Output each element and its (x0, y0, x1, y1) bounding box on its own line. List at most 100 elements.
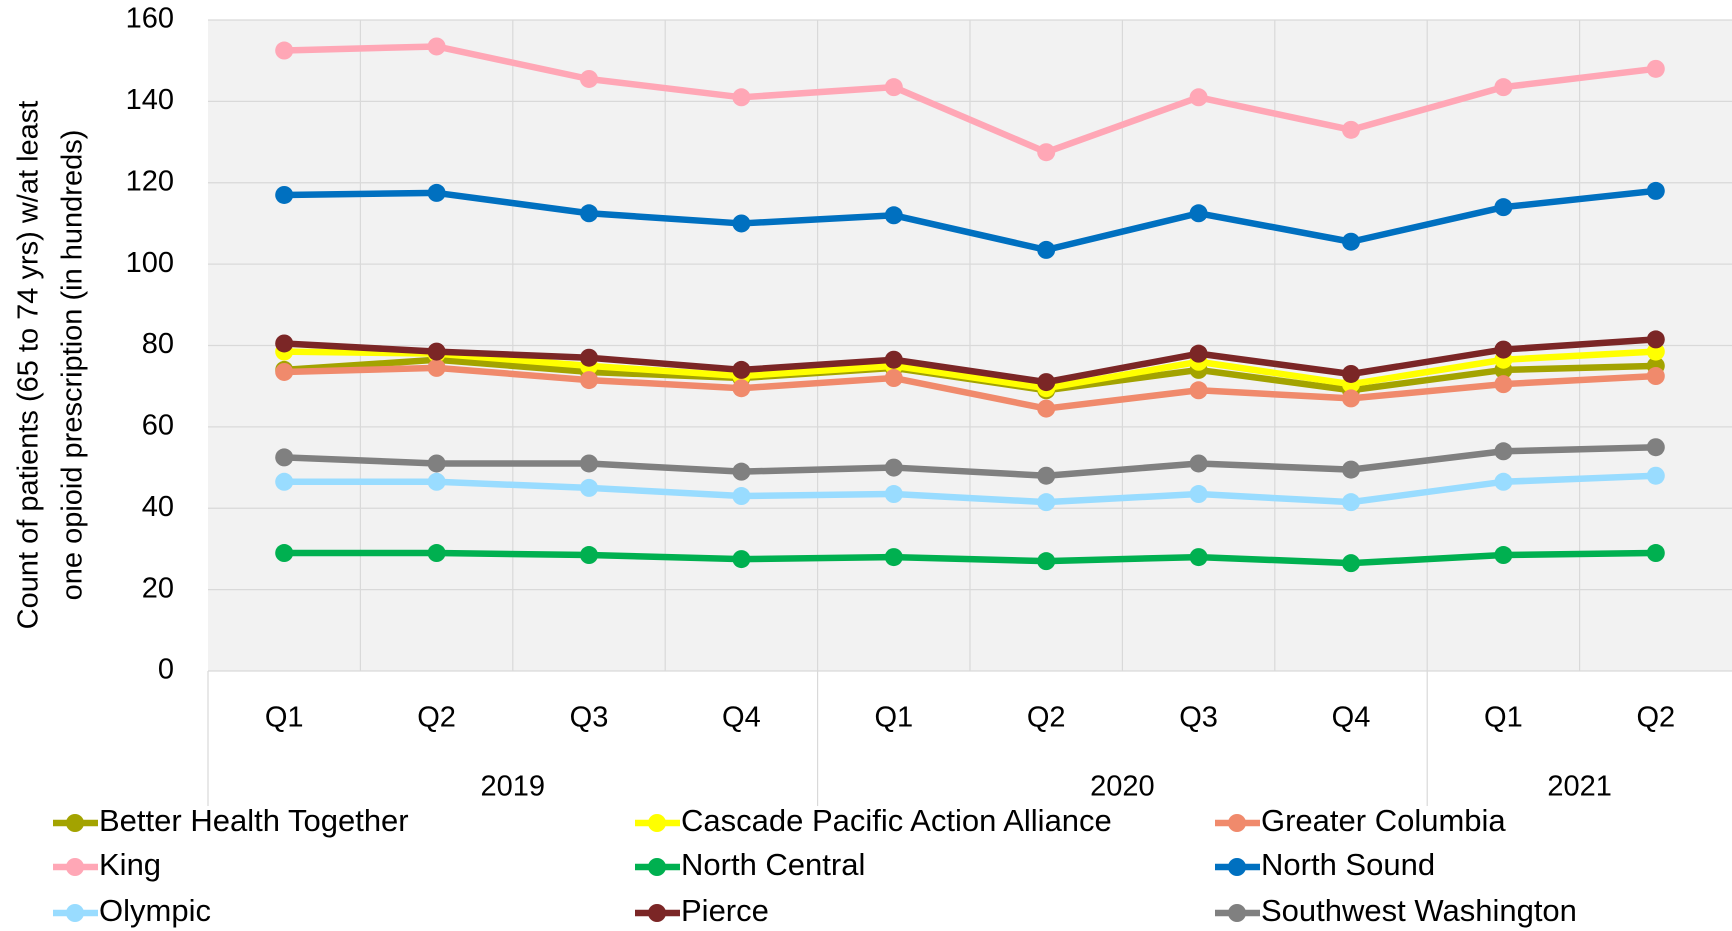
data-point (1646, 466, 1665, 485)
data-point (1189, 454, 1208, 473)
data-point (275, 185, 294, 204)
x-tick-label: Q2 (417, 702, 456, 734)
x-tick-label: Q3 (570, 702, 609, 734)
x-tick-label: Q1 (874, 702, 913, 734)
legend-label: King (99, 847, 161, 882)
legend-label: North Sound (1261, 847, 1435, 882)
data-point (884, 78, 903, 97)
group-label: 2021 (1547, 771, 1612, 803)
data-point (884, 369, 903, 388)
data-point (275, 41, 294, 60)
data-point (1342, 460, 1360, 479)
series-line (280, 336, 1660, 386)
data-point (732, 214, 751, 233)
data-point (1646, 544, 1665, 563)
data-point (1037, 373, 1056, 392)
data-point (1494, 442, 1513, 461)
y-axis-title: one opioid prescription (in hundreds) (57, 130, 89, 601)
legend-marker (648, 814, 666, 832)
y-axis-title: Count of patients (65 to 74 yrs) w/at le… (13, 101, 45, 630)
data-point (427, 358, 446, 377)
data-point (275, 362, 294, 381)
data-point (884, 548, 903, 567)
data-point (1037, 143, 1056, 162)
legend-marker (648, 858, 666, 876)
legend-marker (1228, 904, 1246, 922)
data-point (1494, 198, 1513, 217)
data-point (427, 342, 446, 361)
data-point (732, 487, 751, 506)
data-point (580, 371, 598, 390)
series-line (280, 472, 1660, 506)
data-point (1037, 493, 1056, 512)
data-point (1646, 438, 1665, 457)
data-point (1494, 375, 1513, 394)
legend-label: North Central (681, 847, 865, 882)
series-line (280, 348, 1660, 392)
data-point (1037, 552, 1056, 571)
group-label: 2019 (481, 771, 546, 803)
data-point (580, 348, 598, 367)
data-point (580, 478, 598, 497)
data-point (1189, 485, 1208, 504)
data-point (275, 334, 294, 353)
data-point (1342, 389, 1360, 408)
series-line (280, 364, 1660, 412)
legend-marker (66, 858, 84, 876)
x-tick-label: Q2 (1636, 702, 1675, 734)
data-point (1037, 399, 1056, 418)
data-point (732, 360, 751, 379)
legend-marker (648, 904, 666, 922)
y-tick-label: 160 (126, 3, 174, 35)
y-tick-label: 20 (142, 572, 174, 604)
data-point (580, 69, 598, 88)
legend-label: Olympic (99, 893, 211, 928)
legend-label: Cascade Pacific Action Alliance (681, 803, 1112, 838)
data-point (1189, 381, 1208, 400)
x-tick-label: Q4 (1332, 702, 1371, 734)
series-line (280, 43, 1660, 156)
x-tick-label: Q2 (1027, 702, 1066, 734)
legend-label: Greater Columbia (1261, 803, 1506, 838)
group-label: 2020 (1090, 771, 1155, 803)
data-point (1189, 548, 1208, 567)
y-tick-label: 100 (126, 247, 174, 279)
data-point (1342, 232, 1360, 251)
data-point (275, 472, 294, 491)
x-tick-label: Q1 (1484, 702, 1523, 734)
x-tick-label: Q3 (1179, 702, 1218, 734)
data-point (427, 37, 446, 56)
data-point (1646, 367, 1665, 386)
data-point (1189, 344, 1208, 363)
series-line (280, 549, 1660, 567)
data-point (275, 448, 294, 467)
data-point (884, 206, 903, 225)
data-point (732, 379, 751, 398)
legend-label: Pierce (681, 893, 769, 928)
data-point (884, 458, 903, 477)
data-point (275, 544, 294, 563)
data-point (884, 350, 903, 369)
x-tick-label: Q1 (265, 702, 304, 734)
y-tick-label: 120 (126, 165, 174, 197)
data-point (1189, 88, 1208, 107)
data-point (1494, 78, 1513, 97)
data-point (732, 462, 751, 481)
legend-marker (1228, 814, 1246, 832)
legend-label: Southwest Washington (1261, 893, 1577, 928)
y-tick-label: 140 (126, 84, 174, 116)
data-point (1646, 330, 1665, 349)
data-point (427, 544, 446, 563)
data-point (1342, 554, 1360, 573)
data-point (580, 546, 598, 565)
data-point (1646, 181, 1665, 200)
data-point (1037, 240, 1056, 259)
data-point (1494, 472, 1513, 491)
y-tick-label: 60 (142, 410, 174, 442)
data-point (1646, 59, 1665, 78)
data-point (427, 472, 446, 491)
x-tick-label: Q4 (722, 702, 761, 734)
data-point (1342, 493, 1360, 512)
data-point (732, 550, 751, 569)
